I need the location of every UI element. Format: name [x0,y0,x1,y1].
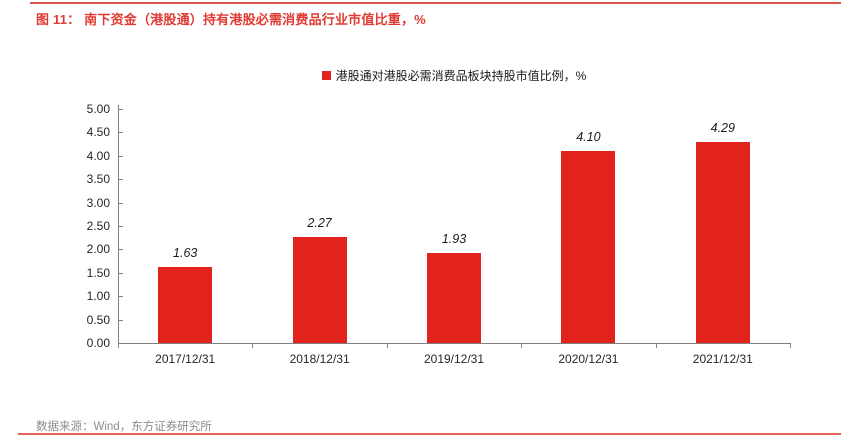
bar-value-label: 4.29 [710,121,735,135]
bar-value-label: 1.63 [173,246,198,260]
y-axis-label: 3.50 [86,172,110,187]
bar [158,267,213,343]
bar [561,151,616,343]
legend-label: 港股通对港股必需消费品板块持股市值比例，% [335,69,587,83]
x-axis [118,343,791,344]
x-tick [386,344,388,348]
y-tick [119,249,123,251]
y-tick [119,179,123,181]
x-tick [252,344,254,348]
y-tick [119,272,123,274]
y-axis [118,105,119,344]
y-axis-label: 0.00 [86,336,110,350]
y-axis-label: 2.50 [86,219,110,233]
y-tick [119,202,123,204]
bar [292,237,347,343]
x-axis-label: 2018/12/31 [289,352,350,366]
x-axis-label: 2017/12/31 [155,352,216,366]
bar-value-label: 2.27 [307,216,332,230]
y-axis-label: 5.00 [86,102,110,116]
x-axis-label: 2020/12/31 [558,352,619,366]
x-tick [655,344,657,348]
figure-title: 图 11： 南下资金（港股通）持有港股必需消费品行业市值比重，% [36,12,426,27]
x-tick [790,344,791,348]
x-axis-label: 2019/12/31 [423,352,485,366]
bar-value-label: 4.10 [576,130,601,144]
y-tick [119,226,123,227]
bottom-divider [18,433,841,435]
top-divider [30,2,841,4]
y-axis-label: 2.00 [86,242,110,257]
bar-value-label: 1.93 [441,232,467,246]
y-tick [119,319,123,321]
source-note: 数据来源：Wind，东方证券研究所 [36,421,212,433]
y-axis-label: 4.00 [86,148,110,163]
y-axis-label: 1.00 [86,289,110,304]
y-axis-label: 0.50 [86,312,110,327]
chart-legend: 港股通对港股必需消费品板块持股市值比例，% [118,67,790,84]
y-tick [119,109,123,110]
x-tick [521,344,523,348]
y-axis-label: 4.50 [86,125,110,140]
y-axis-label: 3.00 [86,195,110,210]
bar [695,142,750,343]
y-tick [119,343,123,344]
y-tick [119,155,123,157]
y-tick [119,296,123,298]
x-tick [118,344,119,348]
y-axis-label: 1.50 [86,265,110,280]
legend-marker-icon [321,71,331,80]
bar [427,253,481,343]
y-tick [119,132,123,134]
x-axis-label: 2021/12/31 [692,352,753,366]
